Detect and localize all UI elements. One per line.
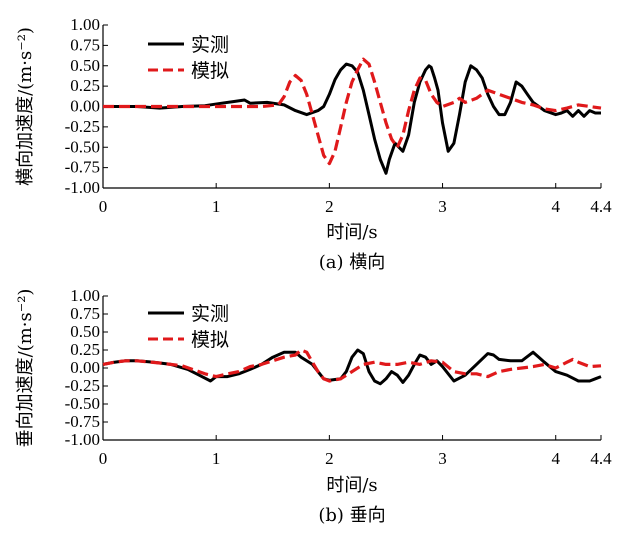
y-tick-label: 0.00 — [70, 358, 100, 377]
x-tick-label: 0 — [99, 449, 108, 468]
x-tick-label: 4.4 — [590, 197, 612, 216]
y-tick-label: 1.00 — [70, 286, 100, 305]
y-tick-label: 0.75 — [70, 304, 100, 323]
x-tick-label: 4.4 — [590, 449, 612, 468]
x-tick-label: 0 — [99, 197, 108, 216]
x-tick-label: 4 — [551, 449, 560, 468]
y-tick-label: -0.75 — [65, 158, 100, 177]
y-tick-label: 0.50 — [70, 56, 100, 75]
chart-panel-vertical: 1.000.750.500.250.00-0.25-0.50-0.75-1.00… — [15, 286, 612, 526]
series-line-measured — [102, 348, 602, 386]
legend-label: 实测 — [191, 303, 229, 325]
y-tick-label: -0.25 — [65, 117, 100, 136]
legend-label: 模拟 — [191, 60, 229, 82]
y-tick-label: 0.50 — [70, 322, 100, 341]
y-tick-label: -0.50 — [65, 394, 100, 413]
panel-caption: (b) 垂向 — [318, 505, 385, 526]
x-axis-label: 时间/s — [326, 222, 377, 243]
y-tick-label: 0.75 — [70, 35, 100, 54]
x-tick-label: 4 — [551, 197, 560, 216]
y-tick-label: -0.50 — [65, 137, 100, 156]
y-tick-label: 0.00 — [70, 97, 100, 116]
panel-caption: (a) 横向 — [319, 252, 386, 273]
y-axis-label: 横向加速度/(m·s⁻²) — [15, 27, 36, 186]
y-tick-label: -0.25 — [65, 376, 100, 395]
x-tick-label: 1 — [212, 197, 221, 216]
series-line-simulated — [102, 348, 602, 383]
x-tick-label: 1 — [212, 449, 221, 468]
chart-panel-lateral: 1.000.75 0.500.25 0.00-0.25-0.50 -0.75-1.00… — [15, 15, 612, 273]
x-tick-label: 3 — [438, 197, 447, 216]
x-tick-label: 2 — [325, 197, 334, 216]
legend-label: 模拟 — [191, 329, 229, 351]
series-line-simulated — [103, 57, 602, 166]
x-axis-label: 时间/s — [326, 475, 377, 496]
y-tick-label: 1.00 — [70, 15, 100, 34]
x-tick-label: 2 — [325, 449, 334, 468]
x-tick-label: 3 — [438, 449, 447, 468]
y-tick-label: 0.25 — [70, 76, 100, 95]
y-tick-label: -1.00 — [65, 430, 100, 449]
y-tick-label: 0.25 — [70, 340, 100, 359]
y-tick-label: -0.75 — [65, 412, 100, 431]
y-axis-label: 垂向加速度/(m·s⁻²) — [15, 289, 36, 448]
legend-label: 实测 — [191, 34, 229, 56]
y-tick-label: -1.00 — [65, 178, 100, 197]
series-line-measured — [103, 62, 601, 175]
